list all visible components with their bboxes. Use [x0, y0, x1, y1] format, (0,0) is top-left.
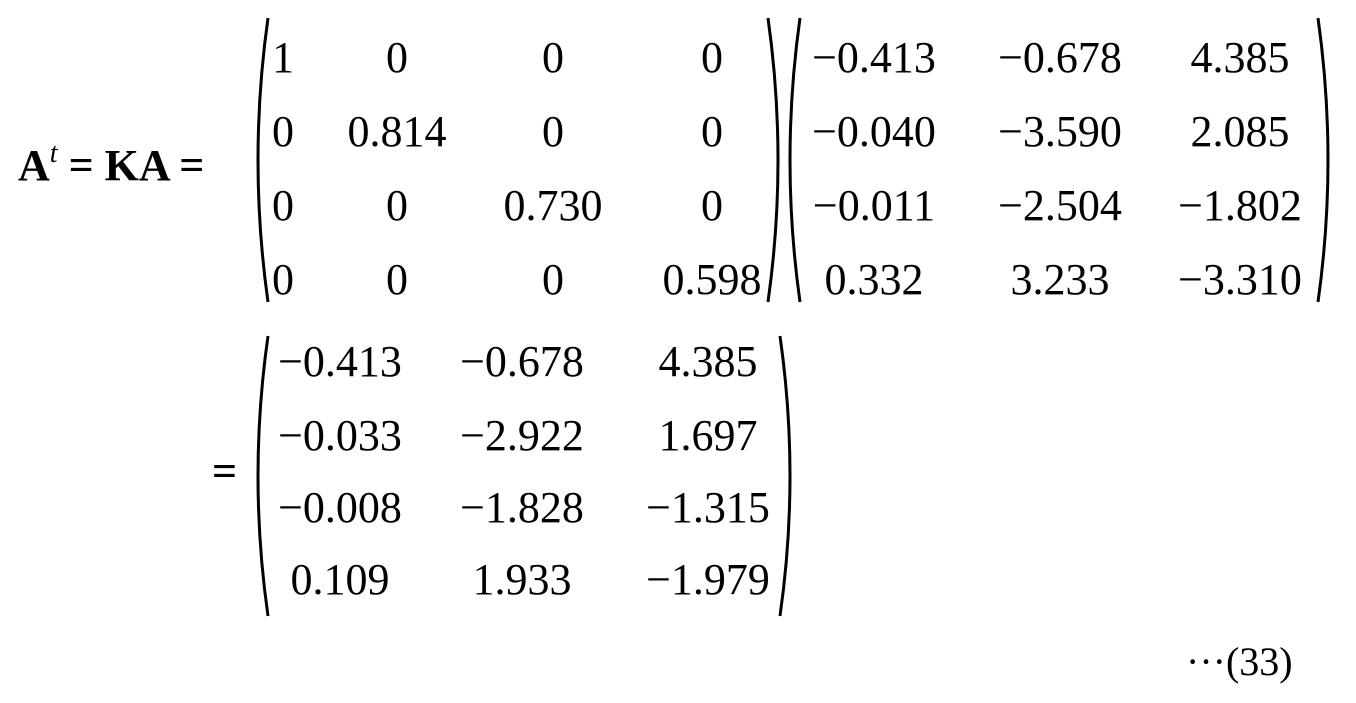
a-cell: −2.504	[998, 184, 1122, 228]
equation-number: ···(33)	[1186, 642, 1293, 682]
a-cell: −3.310	[1178, 258, 1302, 302]
k-cell: 0.814	[348, 110, 447, 154]
k-cell: 0	[542, 110, 564, 154]
k-cell: 0.730	[504, 184, 603, 228]
k-cell: 0	[272, 110, 294, 154]
result-cell: −1.828	[460, 486, 584, 530]
result-cell: 1.933	[473, 558, 572, 602]
result-cell: −0.413	[278, 340, 402, 384]
result-cell: −2.922	[460, 414, 584, 458]
a-cell: −1.802	[1178, 184, 1302, 228]
a-left-paren	[790, 18, 800, 302]
k-cell: 0	[701, 110, 723, 154]
a-cell: −0.413	[812, 36, 936, 80]
k-cell: 0	[701, 184, 723, 228]
k-cell: 0	[701, 36, 723, 80]
a-cell: −0.678	[998, 36, 1122, 80]
k-cell: 0	[542, 258, 564, 302]
result-cell: −0.033	[278, 414, 402, 458]
k-cell: 0	[386, 184, 408, 228]
k-cell: 0.598	[663, 258, 762, 302]
a-cell: 2.085	[1191, 110, 1290, 154]
k-cell: 0	[272, 258, 294, 302]
k-right-paren	[768, 18, 778, 302]
k-cell: 1	[272, 36, 294, 80]
result-cell: −0.008	[278, 486, 402, 530]
result-cell: −1.979	[646, 558, 770, 602]
k-cell: 0	[272, 184, 294, 228]
result-right-paren	[780, 336, 790, 616]
result-cell: 1.697	[659, 414, 758, 458]
a-right-paren	[1318, 18, 1328, 302]
result-cell: 0.109	[291, 558, 390, 602]
a-cell: 4.385	[1191, 36, 1290, 80]
k-left-paren	[258, 18, 268, 302]
a-cell: −0.011	[813, 184, 935, 228]
k-cell: 0	[542, 36, 564, 80]
a-cell: 0.332	[825, 258, 924, 302]
result-left-paren	[258, 336, 268, 616]
result-cell: −1.315	[646, 486, 770, 530]
result-cell: 4.385	[659, 340, 758, 384]
k-cell: 0	[386, 258, 408, 302]
a-cell: 3.233	[1011, 258, 1110, 302]
k-cell: 0	[386, 36, 408, 80]
a-cell: −0.040	[812, 110, 936, 154]
result-cell: −0.678	[460, 340, 584, 384]
a-cell: −3.590	[998, 110, 1122, 154]
